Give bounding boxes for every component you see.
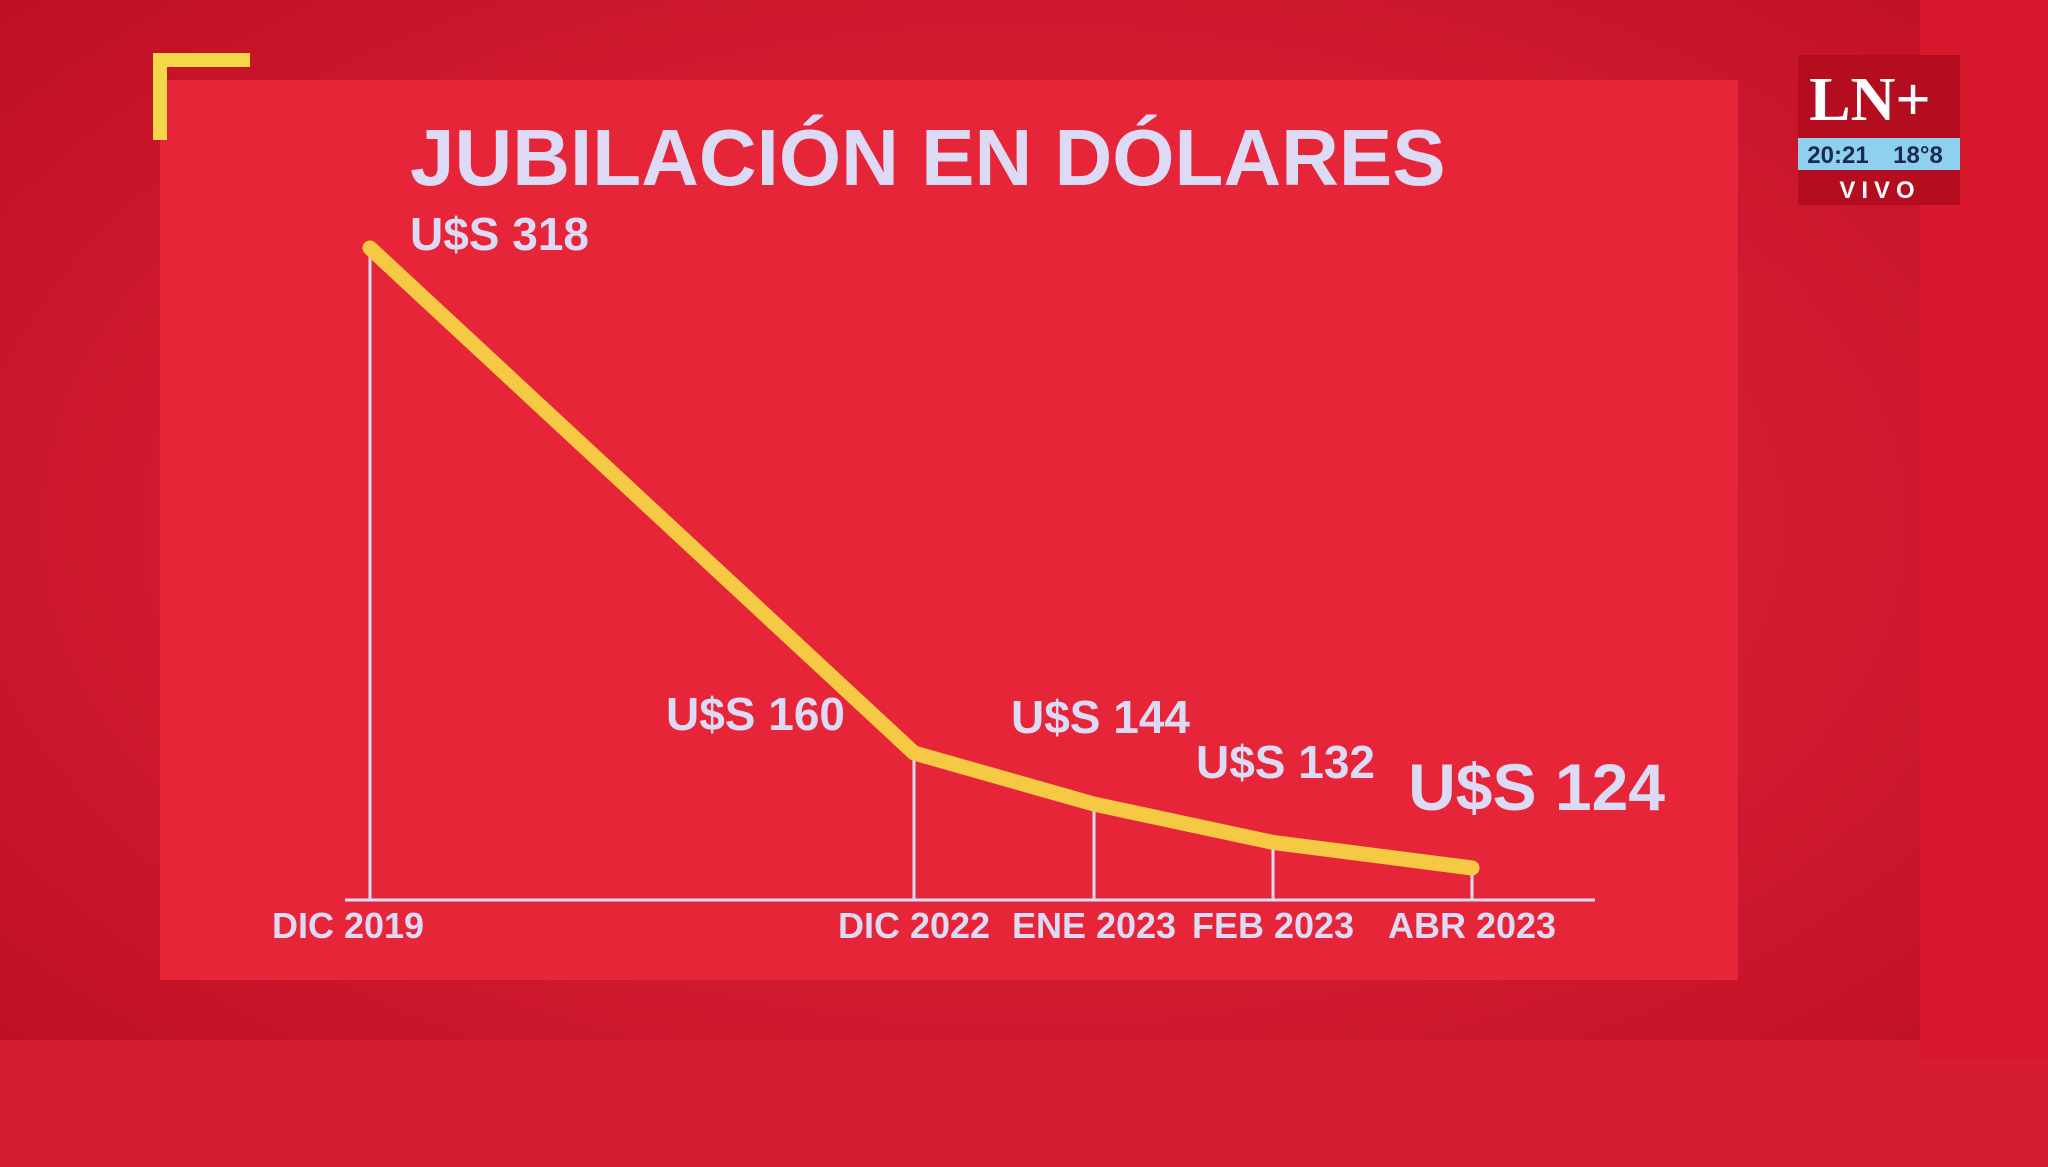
data-line (362, 240, 1480, 876)
floor (0, 1040, 2048, 1167)
temperature: 18°8 (1893, 142, 1943, 169)
value-label: U$S 318 (410, 208, 589, 260)
value-label: U$S 132 (1196, 736, 1375, 788)
x-tick-label: ABR 2023 (1388, 905, 1556, 946)
logo: LN+ 20:21 18°8 VIVO (1798, 55, 1960, 205)
x-tick-label: DIC 2019 (272, 905, 424, 946)
corner-bracket (153, 53, 250, 140)
time: 20:21 (1807, 142, 1868, 169)
x-tick-label: FEB 2023 (1192, 905, 1354, 946)
panel (160, 80, 1738, 980)
x-tick-label: ENE 2023 (1012, 905, 1176, 946)
x-tick-label: DIC 2022 (838, 905, 990, 946)
channel-logo: LN+ (1809, 66, 1930, 134)
value-label: U$S 144 (1011, 691, 1190, 743)
value-label: U$S 160 (666, 688, 845, 740)
live-label: VIVO (1839, 177, 1920, 204)
value-label: U$S 124 (1408, 750, 1665, 824)
logo-box (1798, 55, 1960, 205)
chart-title: JUBILACIÓN EN DÓLARES (410, 113, 1446, 202)
time-bar (1798, 138, 1960, 170)
